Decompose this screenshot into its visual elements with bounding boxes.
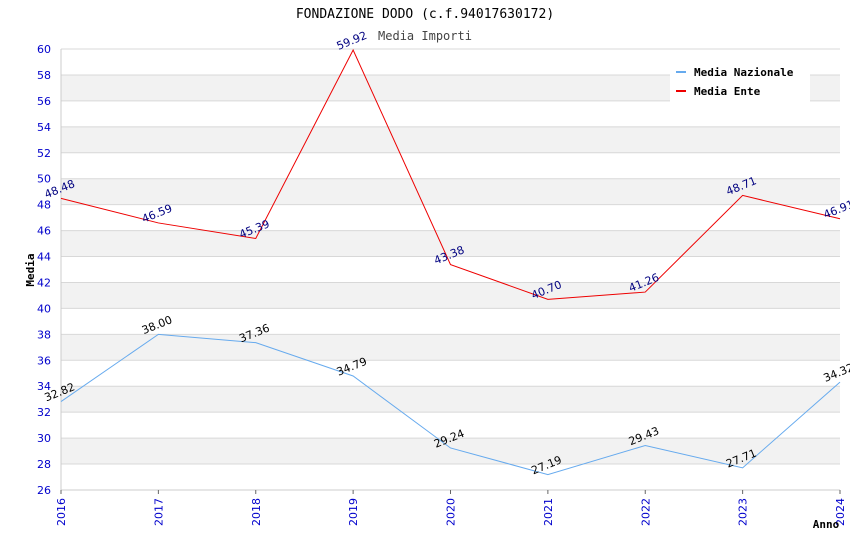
x-tick-label: 2017	[152, 498, 165, 526]
series-line	[60, 333, 841, 476]
y-tick-label: 42	[37, 276, 51, 289]
x-tick-label: 2023	[737, 498, 750, 526]
y-tick-label: 58	[37, 69, 51, 82]
legend-box	[670, 60, 810, 102]
y-tick-label: 54	[37, 121, 51, 134]
plot-grid	[60, 48, 840, 491]
y-axis-ticks: 26 28 30 32 34 36 38 40 42 44 46 48 50 52 54 56 58 60	[37, 43, 51, 497]
x-axis-ticks: 2016 2017 2018 2019 2020 2021 2022 2023 2024	[55, 490, 847, 526]
series-lines	[60, 48, 841, 476]
x-tick-label: 2016	[55, 498, 68, 526]
x-tick-label: 2020	[445, 498, 458, 526]
grid-band	[61, 230, 840, 257]
y-tick-label: 26	[37, 484, 51, 497]
y-tick-label: 32	[37, 406, 51, 419]
chart-title: FONDAZIONE DODO (c.f.94017630172)	[296, 7, 554, 22]
legend-label: Media Nazionale	[694, 66, 794, 79]
x-tick-label: 2019	[347, 498, 360, 526]
y-tick-label: 56	[37, 95, 51, 108]
data-label: 34.32	[822, 361, 850, 385]
x-axis-title: Anno	[813, 518, 840, 531]
x-tick-label: 2024	[834, 498, 847, 526]
x-tick-label: 2022	[639, 498, 652, 526]
y-tick-label: 38	[37, 328, 51, 341]
grid-band	[61, 386, 840, 413]
grid-band	[61, 334, 840, 361]
y-tick-label: 40	[37, 302, 51, 315]
chart-subtitle: Media Importi	[378, 29, 472, 43]
legend-label: Media Ente	[694, 85, 761, 98]
x-tick-label: 2021	[542, 498, 555, 526]
y-tick-label: 36	[37, 354, 51, 367]
y-tick-label: 50	[37, 173, 51, 186]
data-label: 46.59	[140, 202, 174, 226]
series-line	[60, 48, 841, 300]
y-tick-label: 46	[37, 225, 51, 238]
plot-bands	[61, 74, 840, 465]
grid-band	[61, 282, 840, 309]
grid-band	[61, 126, 840, 153]
legend: Media Nazionale Media Ente	[670, 60, 810, 102]
y-tick-label: 30	[37, 432, 51, 445]
data-label: 38.00	[140, 313, 174, 337]
y-tick-label: 34	[37, 380, 51, 393]
y-tick-label: 44	[37, 251, 51, 264]
grid-band	[61, 438, 840, 465]
y-tick-label: 28	[37, 458, 51, 471]
y-tick-label: 52	[37, 147, 51, 160]
x-tick-label: 2018	[250, 498, 263, 526]
y-axis-title: Media	[24, 253, 37, 286]
y-tick-label: 60	[37, 43, 51, 56]
y-tick-label: 48	[37, 199, 51, 212]
grid-band	[61, 178, 840, 205]
